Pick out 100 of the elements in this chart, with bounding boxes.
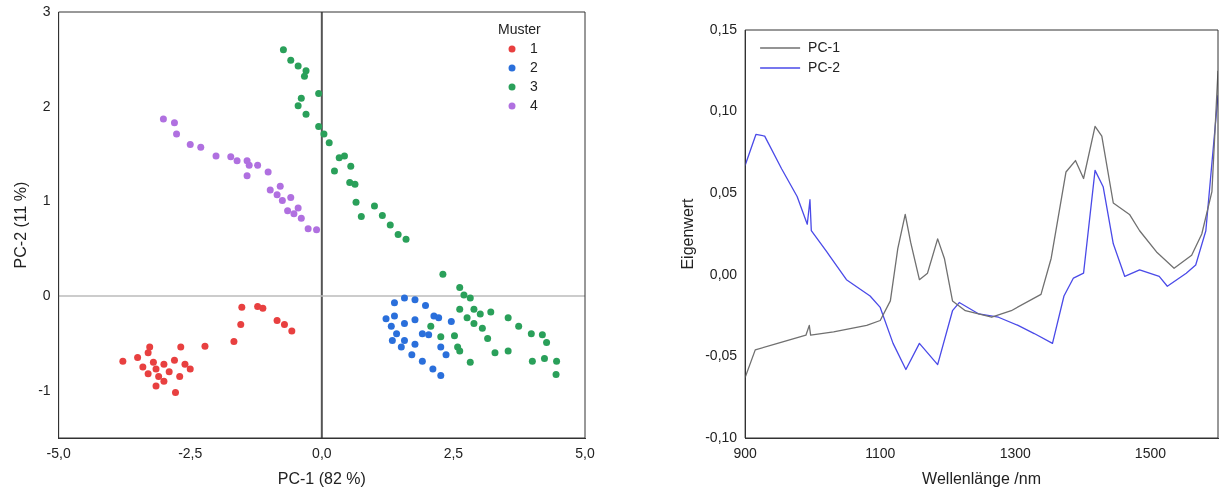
point bbox=[447, 318, 455, 326]
point bbox=[259, 304, 267, 312]
point bbox=[504, 347, 512, 355]
point bbox=[176, 372, 184, 380]
point bbox=[378, 212, 386, 220]
point bbox=[212, 152, 220, 160]
x-tick-label: 1100 bbox=[865, 445, 896, 462]
point bbox=[172, 389, 179, 397]
point bbox=[402, 235, 410, 243]
point bbox=[411, 296, 419, 304]
y-axis-title: Eigenwert bbox=[679, 197, 697, 270]
legend-label: PC-1 bbox=[808, 38, 841, 55]
point bbox=[273, 191, 281, 199]
point bbox=[279, 46, 287, 54]
point bbox=[478, 324, 486, 332]
point bbox=[288, 327, 296, 335]
point bbox=[437, 333, 445, 341]
x-tick-label: 900 bbox=[733, 445, 757, 462]
y-tick-label: -0,05 bbox=[705, 347, 738, 364]
point bbox=[134, 354, 142, 362]
point bbox=[197, 143, 205, 151]
point bbox=[177, 343, 185, 351]
y-tick-label: 0,10 bbox=[709, 102, 738, 119]
point bbox=[173, 130, 181, 138]
y-tick-label: 0,00 bbox=[709, 265, 738, 282]
legend-label: 4 bbox=[530, 96, 538, 113]
point bbox=[266, 186, 274, 194]
point bbox=[237, 320, 245, 328]
point bbox=[294, 102, 302, 110]
point bbox=[463, 314, 471, 322]
point bbox=[435, 314, 443, 322]
point bbox=[394, 230, 402, 238]
point bbox=[297, 214, 305, 222]
point bbox=[450, 332, 458, 340]
point bbox=[287, 194, 295, 202]
x-tick-label: 1300 bbox=[999, 445, 1032, 462]
point bbox=[527, 330, 535, 338]
point bbox=[390, 312, 398, 320]
point bbox=[418, 330, 426, 338]
point bbox=[287, 56, 295, 64]
point bbox=[357, 212, 365, 220]
point bbox=[515, 322, 523, 330]
point bbox=[284, 207, 292, 215]
point bbox=[553, 357, 561, 365]
x-axis-title: Wellenlänge /nm bbox=[922, 469, 1041, 487]
point bbox=[504, 314, 512, 322]
point bbox=[390, 299, 398, 307]
x-tick-label: -5,0 bbox=[46, 445, 71, 462]
point bbox=[456, 305, 464, 313]
legend-label: 2 bbox=[530, 58, 538, 75]
x-axis-title: PC-1 (82 %) bbox=[277, 469, 366, 487]
point bbox=[425, 331, 433, 339]
point bbox=[149, 358, 157, 366]
point bbox=[418, 357, 426, 365]
point bbox=[254, 161, 262, 169]
point bbox=[201, 342, 209, 350]
x-tick-label: 5,0 bbox=[575, 445, 595, 462]
point bbox=[152, 382, 160, 390]
point bbox=[186, 365, 194, 373]
point bbox=[439, 270, 447, 278]
point bbox=[119, 357, 127, 365]
point bbox=[470, 319, 478, 327]
y-tick-label: 0 bbox=[42, 286, 51, 303]
y-tick-label: 1 bbox=[42, 192, 51, 209]
point bbox=[422, 301, 430, 309]
point bbox=[144, 349, 152, 357]
point bbox=[152, 365, 160, 373]
point bbox=[139, 363, 147, 371]
legend-label: PC-2 bbox=[808, 58, 841, 75]
point bbox=[400, 294, 408, 302]
point bbox=[538, 331, 546, 339]
point bbox=[340, 152, 348, 160]
point bbox=[144, 370, 152, 378]
point bbox=[294, 204, 302, 212]
point bbox=[437, 372, 445, 380]
point bbox=[160, 360, 168, 368]
point bbox=[411, 316, 419, 324]
point bbox=[315, 123, 323, 131]
y-tick-label: 2 bbox=[42, 97, 51, 114]
point bbox=[347, 162, 355, 170]
point bbox=[233, 157, 241, 165]
x-tick-label: 2,5 bbox=[443, 445, 464, 462]
point bbox=[352, 198, 360, 206]
point bbox=[245, 161, 253, 169]
y-tick-label: 0,05 bbox=[709, 184, 738, 201]
point bbox=[276, 182, 284, 190]
point bbox=[487, 308, 495, 316]
point bbox=[155, 372, 163, 380]
point bbox=[227, 153, 235, 161]
y-tick-label: -1 bbox=[38, 381, 51, 398]
point bbox=[484, 335, 492, 343]
point bbox=[238, 303, 246, 311]
point bbox=[294, 62, 302, 70]
point bbox=[186, 141, 194, 149]
point bbox=[159, 115, 167, 123]
legend-title: Muster bbox=[498, 20, 542, 37]
y-tick-label: 3 bbox=[42, 2, 51, 19]
point bbox=[387, 322, 395, 330]
point bbox=[330, 167, 338, 175]
point bbox=[429, 365, 437, 373]
